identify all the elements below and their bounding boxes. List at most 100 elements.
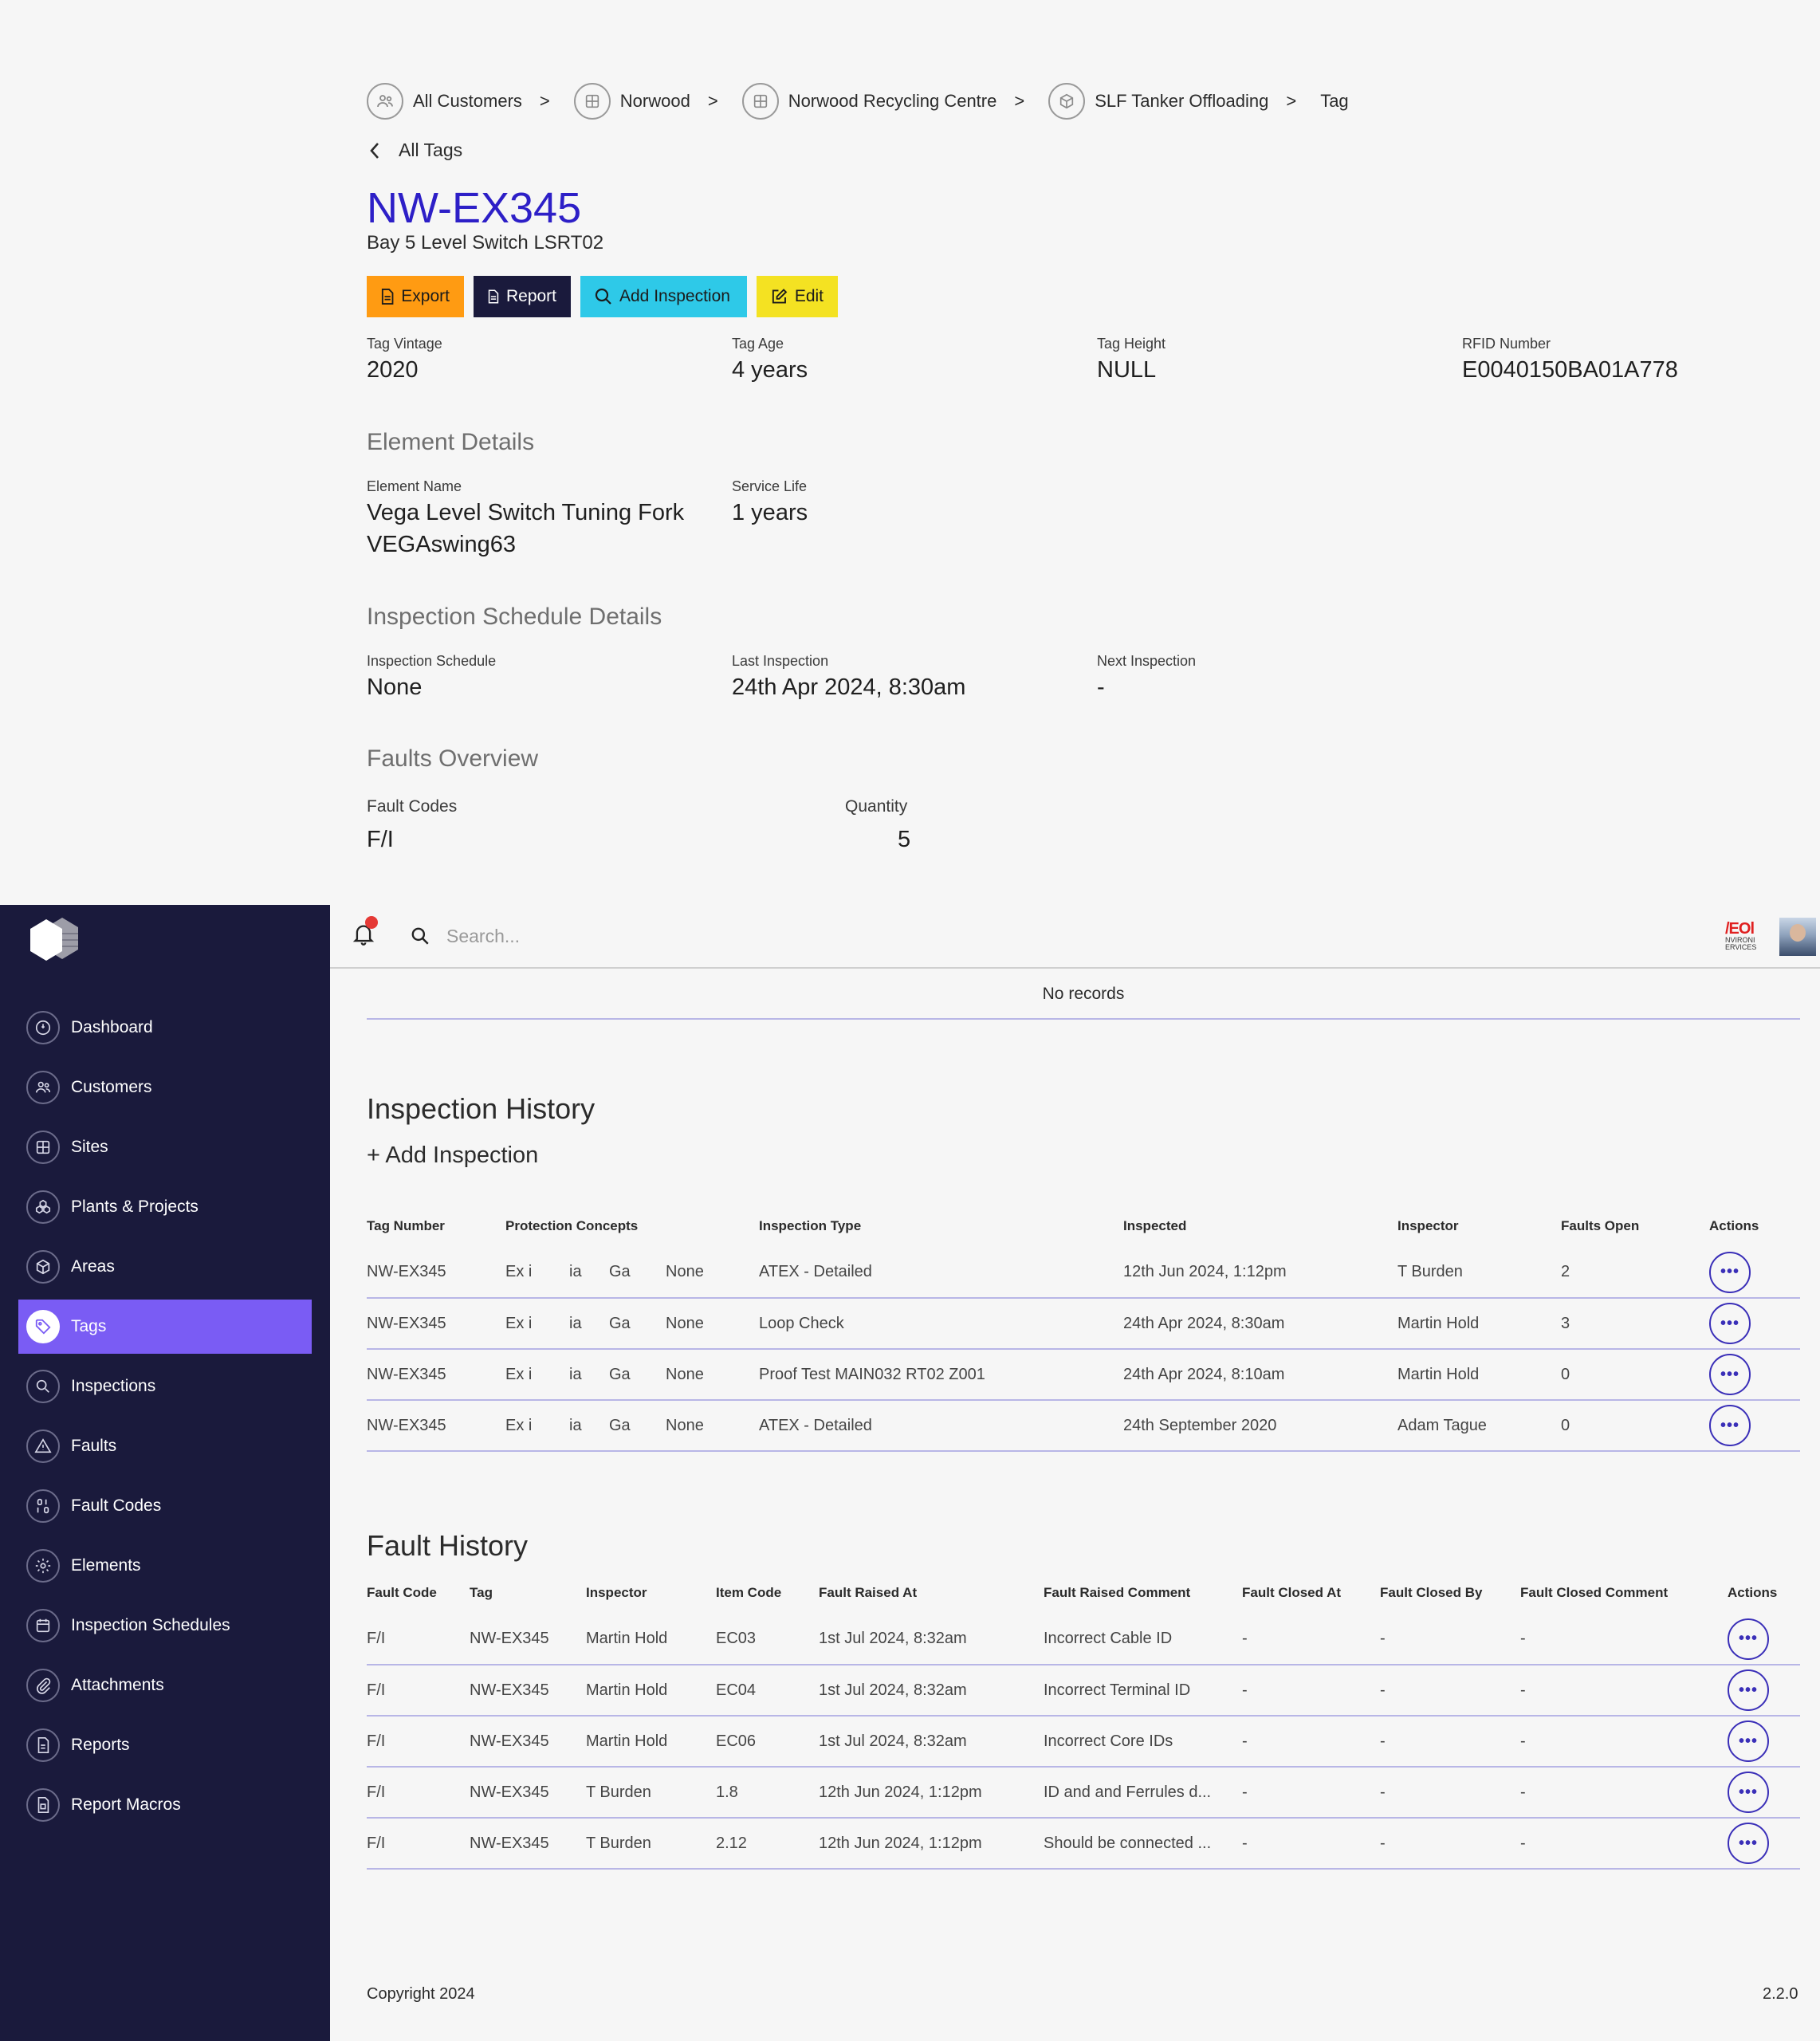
cube-icon	[26, 1250, 60, 1284]
row-actions-button[interactable]: •••	[1709, 1251, 1751, 1293]
add-inspection-link[interactable]: + Add Inspection	[367, 1142, 539, 1168]
protection-concept: Ga	[609, 1314, 631, 1332]
row-actions-button[interactable]: •••	[1709, 1405, 1751, 1446]
sidebar-nav: Dashboard Customers Sites Plants & Proje…	[18, 1001, 312, 1838]
column-header[interactable]: Fault Code	[367, 1585, 437, 1600]
column-header: Actions	[1728, 1585, 1778, 1600]
table-row[interactable]: NW-EX345 Ex i ia Ga None ATEX - Detailed 24th …	[367, 1400, 1800, 1452]
faults-open-cell: 0	[1561, 1349, 1709, 1401]
fault-closed-comment-cell: -	[1520, 1665, 1728, 1717]
fault-raised-comment-cell: Incorrect Terminal ID	[1044, 1665, 1242, 1717]
table-row[interactable]: NW-EX345 Ex i ia Ga None Proof Test MAIN032 R…	[367, 1349, 1800, 1401]
last-inspection-label: Last Inspection	[732, 653, 829, 669]
breadcrumb-item-norwood-recycling-centre[interactable]: Norwood Recycling Centre	[741, 83, 996, 120]
sidebar-item-plants-projects[interactable]: Plants & Projects	[18, 1180, 312, 1234]
breadcrumb-item-slf-tanker-offloading[interactable]: SLF Tanker Offloading	[1048, 83, 1268, 120]
inspection-type-cell: ATEX - Detailed	[759, 1247, 1123, 1299]
column-header[interactable]: Fault Closed By	[1380, 1585, 1483, 1600]
protection-concepts-cell: Ex i ia Ga None	[505, 1247, 759, 1299]
row-actions-button[interactable]: •••	[1728, 1823, 1769, 1864]
grid-icon	[573, 83, 611, 120]
fault-raised-at-cell: 12th Jun 2024, 1:12pm	[819, 1818, 1044, 1870]
sidebar-item-inspections[interactable]: Inspections	[18, 1359, 312, 1414]
app-logo[interactable]	[27, 914, 97, 969]
column-header[interactable]: Protection Concepts	[505, 1218, 639, 1233]
row-actions-button[interactable]: •••	[1728, 1772, 1769, 1813]
sidebar-item-inspection-schedules[interactable]: Inspection Schedules	[18, 1599, 312, 1653]
service-life-label: Service Life	[732, 478, 808, 494]
column-header[interactable]: Fault Raised Comment	[1044, 1585, 1191, 1600]
table-row[interactable]: NW-EX345 Ex i ia Ga None ATEX - Detailed 12th …	[367, 1247, 1800, 1299]
fault-raised-comment-cell: Incorrect Cable ID	[1044, 1614, 1242, 1665]
inspection-schedule-label: Inspection Schedule	[367, 653, 497, 669]
inspection-type-cell: Loop Check	[759, 1298, 1123, 1350]
paperclip-icon	[26, 1669, 60, 1702]
table-row[interactable]: F/I NW-EX345 Martin Hold EC04 1st Jul 2024, …	[367, 1665, 1800, 1717]
actions-cell: •••	[1728, 1614, 1800, 1665]
column-header[interactable]: Item Code	[716, 1585, 782, 1600]
add-inspection-button[interactable]: Add Inspection	[580, 276, 747, 317]
sidebar-item-areas[interactable]: Areas	[18, 1240, 312, 1294]
protection-concept: None	[666, 1416, 704, 1434]
sidebar-item-label: Fault Codes	[71, 1496, 162, 1515]
table-row[interactable]: F/I NW-EX345 Martin Hold EC03 1st Jul 2024, …	[367, 1614, 1800, 1665]
column-header[interactable]: Inspector	[586, 1585, 647, 1600]
row-actions-button[interactable]: •••	[1709, 1303, 1751, 1344]
report-button[interactable]: Report	[474, 276, 571, 317]
sidebar-item-sites[interactable]: Sites	[18, 1120, 312, 1174]
search-input[interactable]	[446, 919, 1164, 953]
copyright-text: Copyright 2024	[367, 1985, 475, 2003]
rfid-label: RFID Number	[1462, 336, 1551, 352]
table-row[interactable]: F/I NW-EX345 T Burden 2.12 12th Jun 2024, 1:…	[367, 1818, 1800, 1870]
sidebar-item-elements[interactable]: Elements	[18, 1539, 312, 1593]
table-row[interactable]: F/I NW-EX345 Martin Hold EC06 1st Jul 2024, …	[367, 1716, 1800, 1768]
breadcrumb-label: All Customers	[413, 91, 522, 111]
page-title: NW-EX345	[367, 184, 582, 232]
column-header[interactable]: Fault Raised At	[819, 1585, 918, 1600]
sidebar-item-dashboard[interactable]: Dashboard	[18, 1001, 312, 1055]
fault-closed-by-cell: -	[1380, 1818, 1520, 1870]
column-header[interactable]: Fault Closed At	[1242, 1585, 1342, 1600]
column-header[interactable]: Inspected	[1123, 1218, 1187, 1233]
sidebar-item-report-macros[interactable]: Report Macros	[18, 1778, 312, 1832]
fault-raised-at-cell: 12th Jun 2024, 1:12pm	[819, 1767, 1044, 1819]
breadcrumb-item-norwood[interactable]: Norwood	[573, 83, 690, 120]
column-header[interactable]: Tag Number	[367, 1218, 445, 1233]
tag-age-label: Tag Age	[732, 336, 784, 352]
sidebar-item-label: Inspections	[71, 1377, 156, 1395]
export-button[interactable]: Export	[367, 276, 464, 317]
inspector-cell: Martin Hold	[586, 1665, 716, 1717]
element-name-line1: Vega Level Switch Tuning Fork	[367, 500, 685, 525]
row-actions-button[interactable]: •••	[1728, 1618, 1769, 1660]
breadcrumb-item-all-customers[interactable]: All Customers	[367, 83, 522, 120]
column-header[interactable]: Faults Open	[1561, 1218, 1640, 1233]
row-actions-button[interactable]: •••	[1709, 1354, 1751, 1395]
breadcrumb-separator: >	[707, 91, 718, 111]
row-actions-button[interactable]: •••	[1728, 1669, 1769, 1711]
row-actions-button[interactable]: •••	[1728, 1720, 1769, 1762]
inspection-schedule-details-heading: Inspection Schedule Details	[367, 604, 662, 630]
edit-button[interactable]: Edit	[757, 276, 838, 317]
sidebar-item-customers[interactable]: Customers	[18, 1060, 312, 1115]
avatar[interactable]	[1779, 918, 1816, 956]
fault-code-value: F/I	[367, 827, 394, 852]
fault-closed-at-cell: -	[1242, 1818, 1380, 1870]
column-header[interactable]: Inspection Type	[759, 1218, 862, 1233]
sidebar-item-attachments[interactable]: Attachments	[18, 1658, 312, 1713]
inspection-history-table: Tag Number Protection Concepts Inspectio…	[367, 1218, 1800, 1452]
sidebar-item-reports[interactable]: Reports	[18, 1718, 312, 1772]
next-inspection-value: -	[1097, 674, 1105, 700]
table-row[interactable]: NW-EX345 Ex i ia Ga None Loop Check 24th Apr 2…	[367, 1298, 1800, 1350]
back-to-all-tags-link[interactable]: All Tags	[368, 140, 462, 161]
plants-icon	[26, 1190, 60, 1224]
sidebar-item-tags[interactable]: Tags	[18, 1300, 312, 1354]
column-header[interactable]: Inspector	[1397, 1218, 1459, 1233]
column-header[interactable]: Fault Closed Comment	[1520, 1585, 1669, 1600]
sidebar-item-fault-codes[interactable]: Fault Codes	[18, 1479, 312, 1533]
breadcrumb-label: Norwood	[619, 91, 690, 111]
search-icon	[26, 1370, 60, 1403]
protection-concept: Ga	[609, 1365, 631, 1383]
sidebar-item-faults[interactable]: Faults	[18, 1419, 312, 1473]
column-header[interactable]: Tag	[470, 1585, 493, 1600]
table-row[interactable]: F/I NW-EX345 T Burden 1.8 12th Jun 2024, 1:1…	[367, 1767, 1800, 1819]
